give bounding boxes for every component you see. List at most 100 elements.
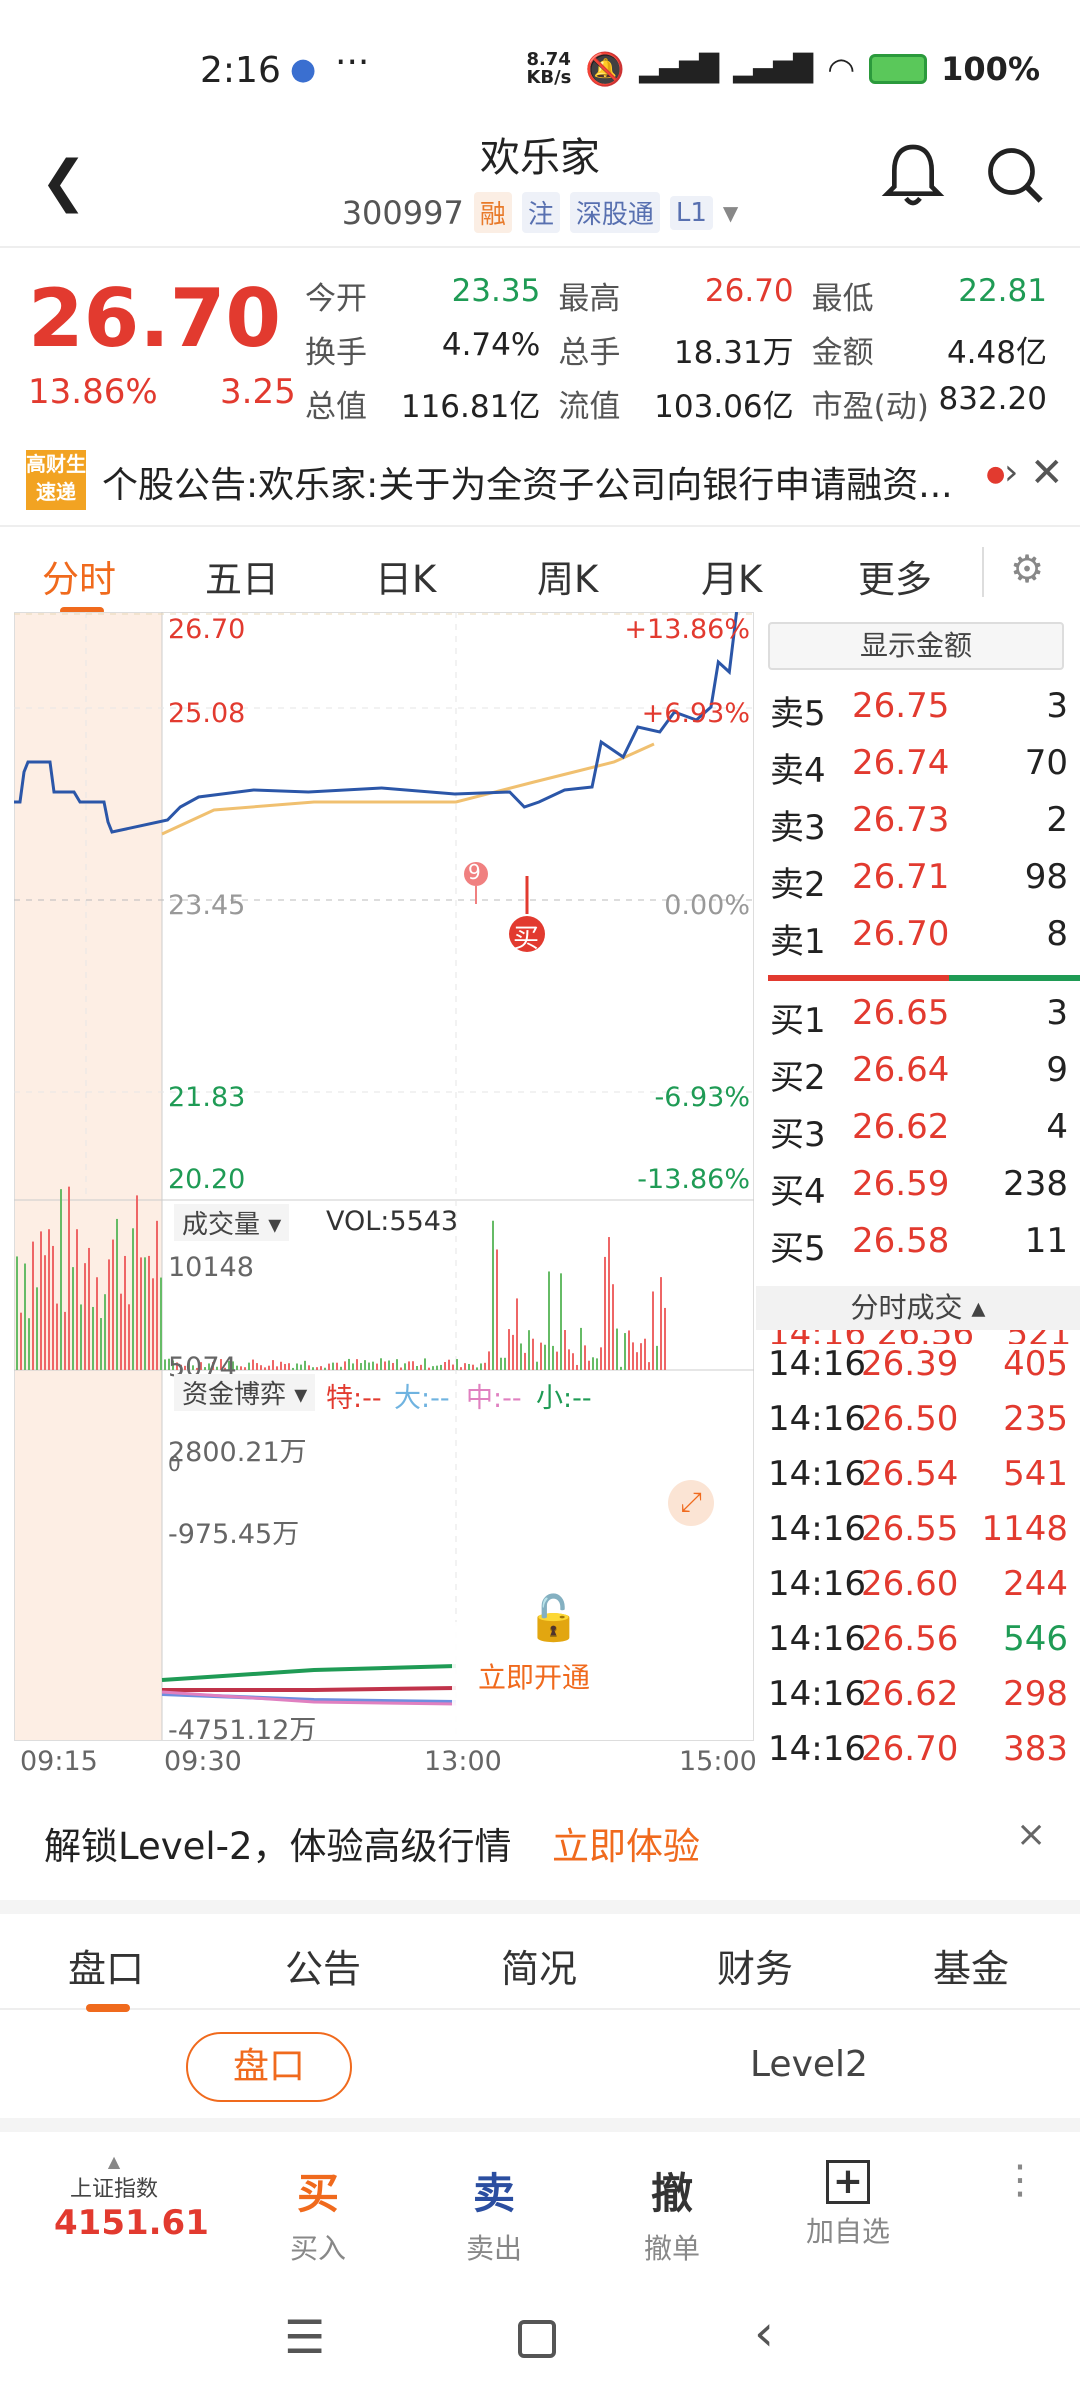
buy-button[interactable]: 买买入 bbox=[289, 2169, 346, 2265]
row-price: 26.74 bbox=[852, 743, 950, 783]
trades-header[interactable]: 分时成交 ▴ bbox=[756, 1286, 1080, 1330]
book-row: 卖1 26.70 8 bbox=[768, 914, 1080, 971]
row-volume: 383 bbox=[1003, 1729, 1068, 1769]
partial-trade-row: 14:16 26.56 521 bbox=[768, 1330, 1080, 1344]
last-price: 26.70 bbox=[28, 272, 282, 365]
tab-monthly-k[interactable]: 月K bbox=[701, 558, 763, 601]
sell-button[interactable]: 卖卖出 bbox=[465, 2169, 522, 2265]
gear-icon[interactable]: ⚙ bbox=[1010, 547, 1045, 591]
pct-label-low: -13.86% bbox=[637, 1164, 750, 1195]
row-label: 买2 bbox=[770, 1058, 826, 1098]
stock-name: 欢乐家 bbox=[480, 135, 600, 181]
row-volume: 3 bbox=[1046, 686, 1068, 726]
book-row: 卖3 26.73 2 bbox=[768, 800, 1080, 857]
quote-value: 22.81 bbox=[958, 272, 1047, 309]
home-icon[interactable] bbox=[518, 2320, 556, 2358]
tab-announcements[interactable]: 公告 bbox=[285, 1947, 362, 1991]
level-tag[interactable]: L1 bbox=[669, 195, 713, 230]
row-volume: 244 bbox=[1003, 1564, 1068, 1604]
bell-icon[interactable] bbox=[878, 140, 948, 210]
row-label: 买4 bbox=[770, 1172, 826, 1212]
tab-overview[interactable]: 简况 bbox=[501, 1947, 578, 1991]
app-notification-icon: ● bbox=[290, 52, 317, 87]
row-label: 14:16 bbox=[768, 1344, 866, 1384]
row-volume: 235 bbox=[1003, 1399, 1068, 1439]
level2-cta[interactable]: 立即体验 bbox=[552, 1825, 700, 1868]
level2-message: 解锁Level-2，体验高级行情 bbox=[44, 1825, 512, 1868]
tab-handicap[interactable]: 盘口 bbox=[68, 1947, 145, 1991]
row-volume: 546 bbox=[1003, 1619, 1068, 1659]
more-menu-icon[interactable]: ⋮ bbox=[1000, 2157, 1040, 2203]
depth-ratio-bar bbox=[768, 975, 1080, 981]
row-price: 26.70 bbox=[861, 1729, 959, 1769]
quote-row: 换手 4.74% 总手 18.31万 金额 4.48亿 bbox=[305, 322, 1065, 376]
stock-code: 300997 bbox=[341, 193, 464, 232]
index-widget[interactable]: ▲ 上证指数 4151.61 bbox=[54, 2152, 209, 2243]
row-price: 26.64 bbox=[852, 1050, 950, 1090]
tab-intraday[interactable]: 分时 bbox=[42, 558, 116, 601]
tab-weekly-k[interactable]: 周K bbox=[537, 558, 599, 601]
quote-value: 103.06亿 bbox=[654, 388, 794, 425]
open-service-link[interactable]: 立即开通 bbox=[478, 1661, 591, 1694]
add-watchlist-button[interactable]: + 加自选 bbox=[805, 2160, 890, 2248]
tab-funds[interactable]: 基金 bbox=[933, 1947, 1010, 1991]
quote-cell: 最高 26.70 bbox=[558, 273, 811, 318]
trade-list: 14:16 26.39 405 14:16 26.50 235 14:16 26.54 541 1… bbox=[768, 1344, 1080, 1784]
tab-financials[interactable]: 财务 bbox=[717, 1947, 794, 1991]
mute-icon: 🔕 bbox=[585, 50, 626, 88]
ask-list: 卖5 26.75 3 卖4 26.74 70 卖3 26.73 2 卖2 26.71 98 卖1 26.7… bbox=[768, 686, 1080, 971]
trade-row: 14:16 26.62 298 bbox=[768, 1674, 1080, 1729]
row-label: 14:16 bbox=[768, 1454, 866, 1494]
fund-selector[interactable]: 资金博弈 ▾ bbox=[174, 1374, 316, 1411]
cancel-order-button[interactable]: 撤撤单 bbox=[643, 2169, 700, 2265]
clock: 2:16 bbox=[200, 50, 281, 91]
quote-cell: 总值 116.81亿 bbox=[305, 381, 558, 426]
row-volume: 541 bbox=[1003, 1454, 1068, 1494]
price-label-high: 26.70 bbox=[168, 614, 246, 645]
buy-marker-icon[interactable] bbox=[509, 916, 545, 952]
quote-label: 金额 bbox=[811, 334, 874, 371]
row-price: 26.62 bbox=[852, 1107, 950, 1147]
pct-label-high: +13.86% bbox=[624, 614, 750, 645]
show-amount-toggle[interactable]: 显示金额 bbox=[768, 622, 1064, 670]
chevron-down-icon[interactable]: ▼ bbox=[722, 200, 739, 225]
trade-row: 14:16 26.39 405 bbox=[768, 1344, 1080, 1399]
volume-selector[interactable]: 成交量 ▾ bbox=[174, 1204, 290, 1241]
expand-icon[interactable]: ⤢ bbox=[668, 1480, 714, 1526]
tab-five-day[interactable]: 五日 bbox=[205, 558, 279, 601]
row-volume: 3 bbox=[1046, 993, 1068, 1033]
bid-list: 买1 26.65 3 买2 26.64 9 买3 26.62 4 买4 26.59 238 买5 26.5… bbox=[768, 993, 1080, 1278]
row-label: 14:16 bbox=[768, 1399, 866, 1439]
back-button[interactable]: ❮ bbox=[40, 149, 87, 214]
menu-icon[interactable]: ☰ bbox=[284, 2310, 326, 2364]
row-price: 26.70 bbox=[852, 914, 950, 954]
row-price: 26.56 bbox=[861, 1619, 959, 1659]
fund-tick-high: 2800.21万 bbox=[168, 1437, 307, 1468]
news-text[interactable]: 个股公告:欢乐家:关于为全资子公司向银行申请融资... bbox=[102, 465, 953, 506]
quote-value: 23.35 bbox=[451, 272, 541, 309]
handicap-segment: 盘口 Level2 bbox=[0, 2012, 1080, 2132]
news-marker-icon[interactable] bbox=[464, 862, 488, 886]
row-label: 14:16 bbox=[768, 1729, 866, 1769]
quote-value: 116.81亿 bbox=[400, 388, 541, 425]
back-nav-icon[interactable]: ‹ bbox=[754, 2304, 774, 2362]
row-label: 14:16 bbox=[768, 1564, 866, 1604]
close-promo-icon[interactable]: × bbox=[1016, 1814, 1047, 1855]
close-icon[interactable]: ✕ bbox=[1030, 450, 1064, 496]
news-ticker[interactable]: 高财生 速递 个股公告:欢乐家:关于为全资子公司向银行申请融资... ● › ✕ bbox=[0, 440, 1080, 520]
segment-handicap[interactable]: 盘口 bbox=[186, 2032, 352, 2102]
status-bar: 2:16 ● ··· 8.74 KB/s 🔕 ▂▄▆█ ▂▄▆█ ◠ 100% bbox=[0, 0, 1080, 130]
search-icon[interactable] bbox=[980, 140, 1050, 210]
bottom-action-bar: ▲ 上证指数 4151.61 买买入 卖卖出 撤撤单 + 加自选 ⋮ bbox=[0, 2132, 1080, 2265]
row-price: 26.50 bbox=[861, 1399, 959, 1439]
next-icon[interactable]: › bbox=[1004, 452, 1019, 493]
quote-row: 总值 116.81亿 流值 103.06亿 市盈(动) 832.20 bbox=[305, 376, 1065, 430]
segment-level2[interactable]: Level2 bbox=[750, 2044, 868, 2085]
quote-value: 4.74% bbox=[441, 326, 541, 363]
tab-more[interactable]: 更多 bbox=[858, 558, 932, 601]
tab-daily-k[interactable]: 日K bbox=[375, 558, 437, 601]
row-volume: 405 bbox=[1003, 1344, 1068, 1384]
intraday-chart[interactable]: 9 买 26.70 25.08 23.45 21.83 20.20 +13.86… bbox=[14, 612, 757, 1777]
row-label: 买3 bbox=[770, 1115, 826, 1155]
row-volume: 1148 bbox=[981, 1509, 1068, 1549]
